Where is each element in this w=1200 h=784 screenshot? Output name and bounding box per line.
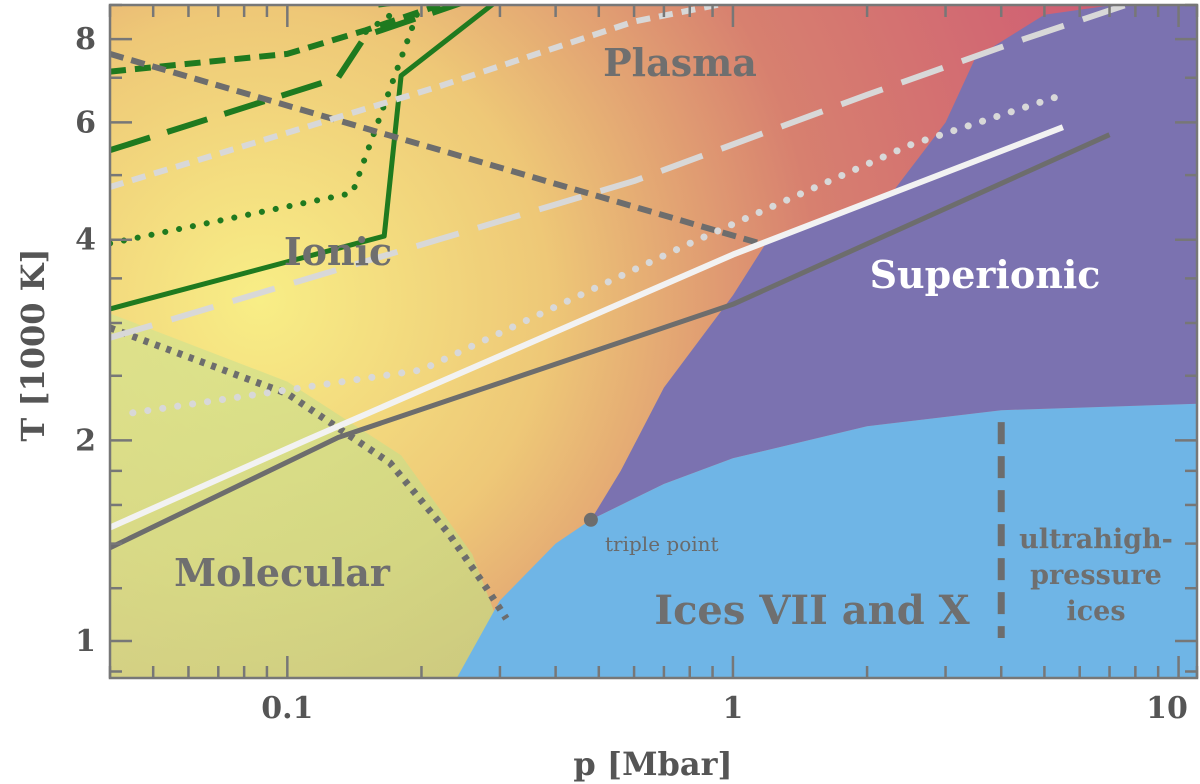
plot-area xyxy=(110,5,1197,678)
y-tick-label: 2 xyxy=(75,423,96,458)
triple-point-label: triple point xyxy=(605,532,719,556)
series-lightgray-longdash xyxy=(110,5,1136,341)
ultrahigh-label-line2: pressure xyxy=(1030,560,1162,591)
series-gray-shortdash xyxy=(110,51,761,247)
ices-region xyxy=(456,403,1197,678)
y-tick-label: 6 xyxy=(75,105,96,140)
y-axis-label: T [1000 K] xyxy=(14,248,52,441)
series-gray-dotted-curve xyxy=(110,324,510,621)
superionic-label: Superionic xyxy=(870,252,1101,297)
x-tick-label: 0.1 xyxy=(261,691,313,726)
series-green-shortdash xyxy=(110,5,441,75)
tick-labels: 0.1 1 10 1 2 4 6 8 xyxy=(75,22,1188,726)
series-white-solid xyxy=(110,124,1064,531)
x-axis-label: p [Mbar] xyxy=(573,745,732,783)
plot-frame xyxy=(108,3,1199,680)
series-green-longdash xyxy=(110,5,465,154)
series-gray-solid xyxy=(110,132,1111,551)
series-layer xyxy=(110,5,1136,621)
y-tick-label: 8 xyxy=(75,22,96,57)
plasma-label: Plasma xyxy=(603,40,757,85)
ionic-label: Ionic xyxy=(284,229,392,274)
series-green-solid-1 xyxy=(110,5,496,312)
ultrahigh-label-line3: ices xyxy=(1066,596,1125,627)
ultrahigh-label-line1: ultrahigh- xyxy=(1019,524,1173,555)
molecular-label: Molecular xyxy=(174,550,391,595)
triple-point-marker xyxy=(583,512,598,527)
series-lightgray-shortdash xyxy=(110,5,733,190)
x-tick-label: 1 xyxy=(723,691,744,726)
series-green-dotted-b xyxy=(362,8,399,35)
y-tick-label: 4 xyxy=(75,223,96,258)
x-tick-label: 10 xyxy=(1146,691,1188,726)
ices-label: Ices VII and X xyxy=(654,587,969,634)
series-lightgray-dotted xyxy=(129,91,1067,417)
y-tick-label: 1 xyxy=(75,624,96,659)
series-green-dotted-a xyxy=(110,5,424,247)
axis-ticks xyxy=(108,3,1199,678)
